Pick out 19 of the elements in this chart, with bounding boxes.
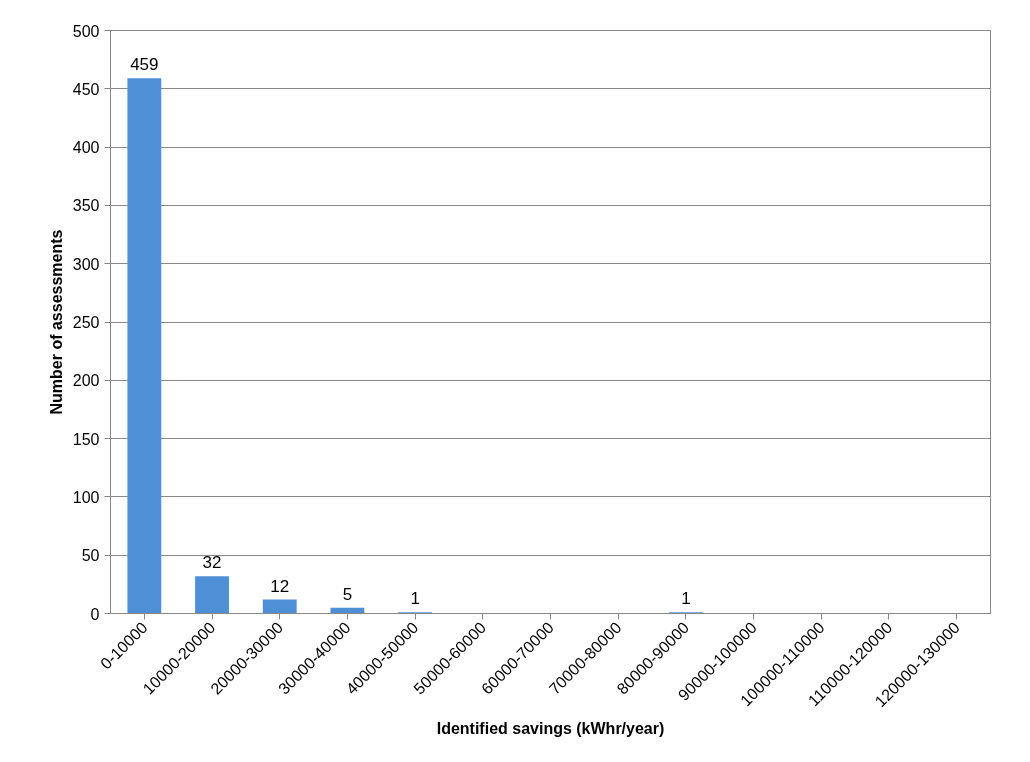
y-tick-label: 500	[72, 22, 100, 40]
data-label: 1	[681, 589, 691, 609]
y-tick-label: 250	[72, 314, 100, 331]
data-label: 5	[342, 584, 353, 604]
y-tick-label: 100	[72, 488, 100, 506]
data-label: 459	[130, 55, 159, 75]
y-tick-label: 200	[72, 372, 100, 390]
data-label: 32	[202, 553, 222, 573]
y-tick-label: 300	[72, 255, 100, 273]
y-tick-label: 350	[72, 197, 100, 215]
y-tick-label: 150	[72, 430, 100, 448]
y-tick-label: 450	[72, 80, 100, 98]
y-tick-label: 400	[72, 139, 100, 157]
y-axis-title: Number of assessments	[47, 229, 65, 415]
data-label: 1	[410, 589, 420, 609]
x-axis-title: Identified savings (kWhr/year)	[436, 720, 665, 738]
data-label: 12	[270, 576, 290, 596]
y-tick-label: 0	[90, 605, 100, 623]
y-tick-label: 50	[81, 547, 100, 565]
